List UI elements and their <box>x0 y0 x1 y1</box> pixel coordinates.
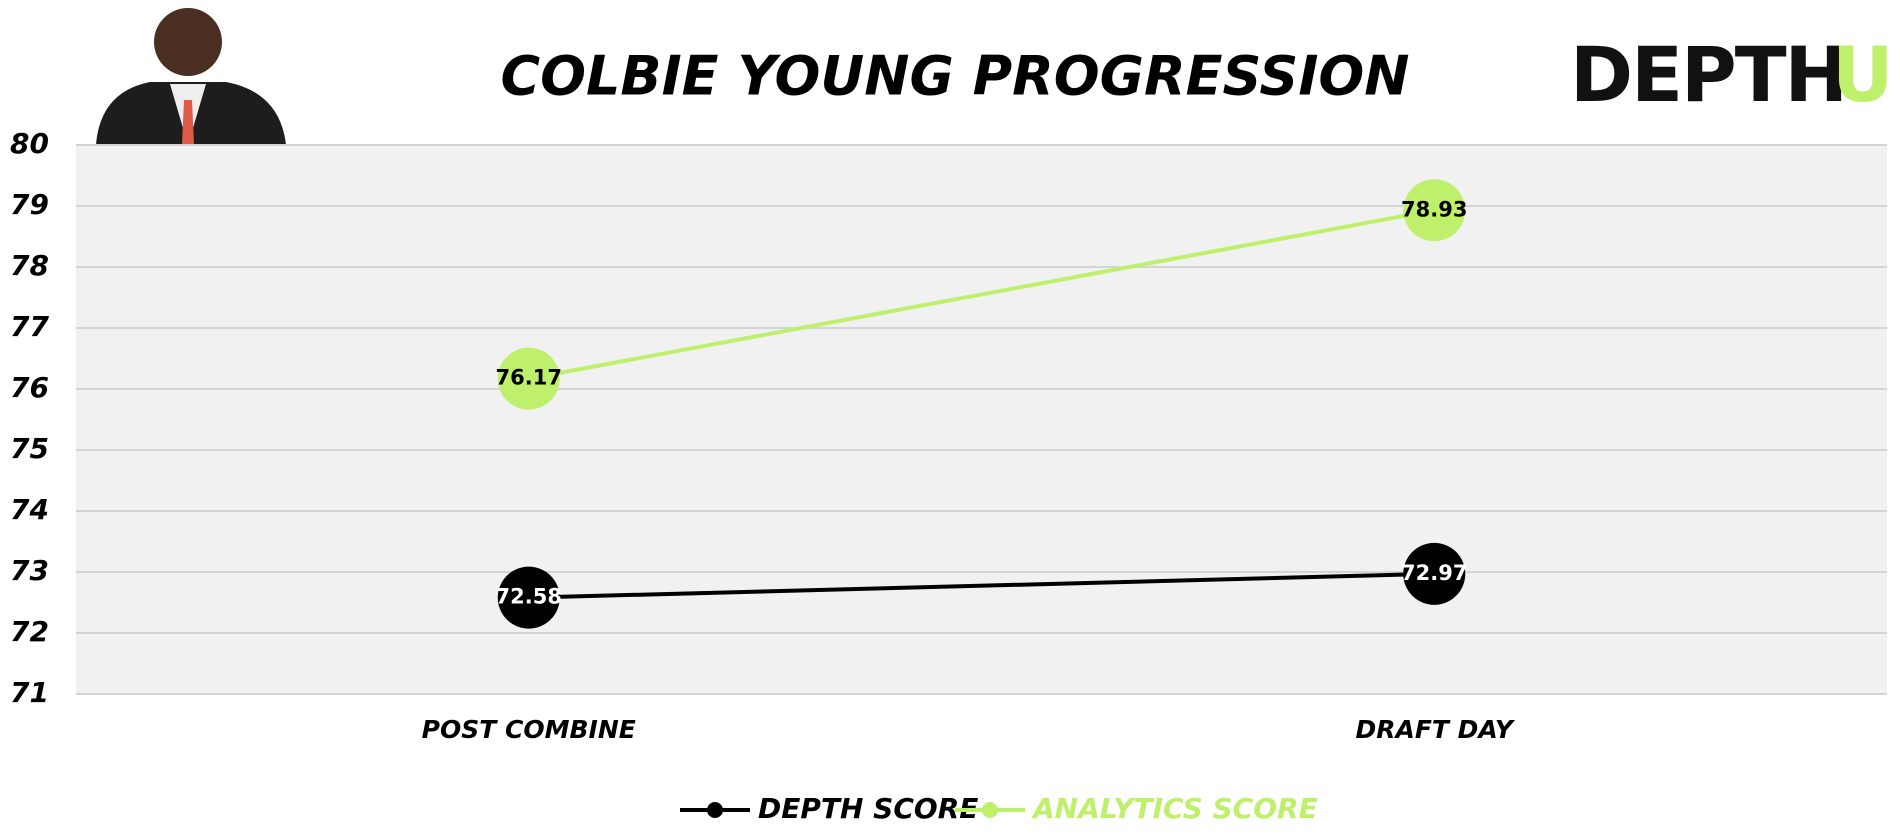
player-photo <box>96 8 286 145</box>
y-tick-label: 76 <box>10 371 49 404</box>
y-tick-label: 80 <box>10 127 49 160</box>
logo-accent: U <box>1832 30 1894 119</box>
logo: DEPTH <box>1570 30 1846 119</box>
chart-title: COLBIE YOUNG PROGRESSION <box>500 45 1409 108</box>
legend-marker <box>982 802 998 818</box>
data-label: 72.97 <box>1401 561 1467 585</box>
y-tick-label: 74 <box>10 493 49 526</box>
data-point <box>497 566 560 629</box>
y-tick-label: 73 <box>10 554 49 587</box>
legend-label: DEPTH SCORE <box>758 792 978 825</box>
data-label: 78.93 <box>1401 197 1467 221</box>
data-label: 72.58 <box>496 585 562 609</box>
y-tick-label: 77 <box>10 310 49 343</box>
data-point <box>1403 542 1466 605</box>
y-tick-label: 71 <box>10 676 49 709</box>
x-tick-label: DRAFT DAY <box>1355 715 1515 744</box>
series-line <box>528 571 1435 600</box>
legend-marker <box>707 802 723 818</box>
y-tick-label: 79 <box>10 188 49 221</box>
data-point <box>497 347 560 410</box>
y-tick-label: 72 <box>10 615 49 648</box>
y-tick-label: 78 <box>10 249 49 282</box>
series-line <box>528 208 1435 381</box>
x-tick-label: POST COMBINE <box>422 715 636 744</box>
y-tick-label: 75 <box>10 432 49 465</box>
plot-area <box>76 145 1887 694</box>
legend-label: ANALYTICS SCORE <box>1031 792 1318 825</box>
data-label: 76.17 <box>496 366 562 390</box>
data-point <box>1403 179 1466 242</box>
